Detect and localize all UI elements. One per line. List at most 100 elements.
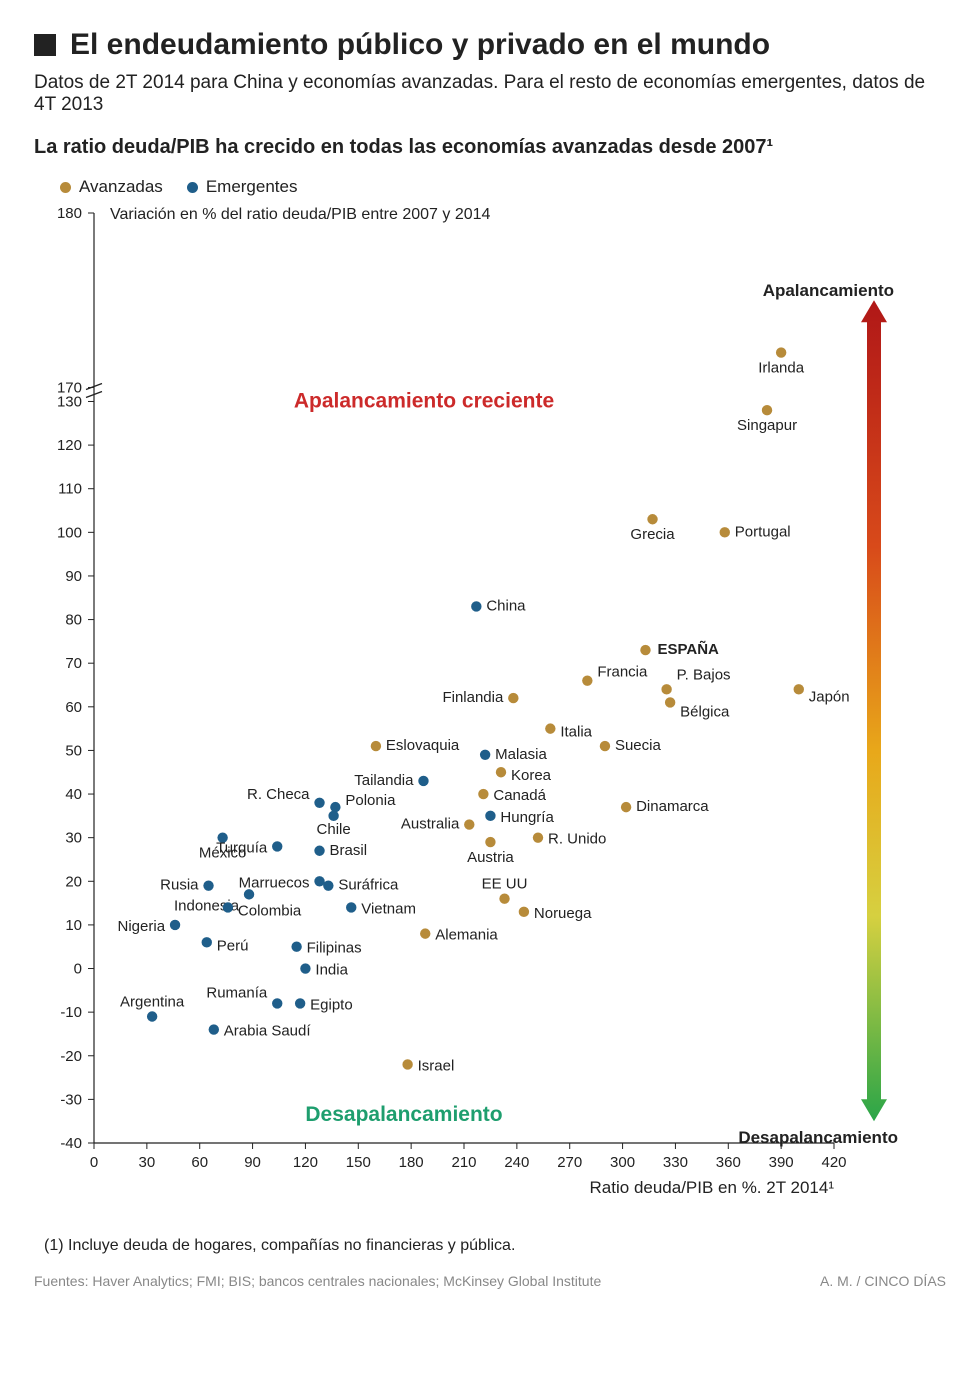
svg-text:10: 10 xyxy=(65,917,82,934)
svg-text:Bélgica: Bélgica xyxy=(680,703,730,720)
svg-text:Japón: Japón xyxy=(809,688,850,705)
svg-text:20: 20 xyxy=(65,873,82,890)
svg-text:Desapalancamiento: Desapalancamiento xyxy=(305,1103,502,1126)
svg-text:India: India xyxy=(315,962,348,979)
svg-text:Austria: Austria xyxy=(467,849,514,866)
scatter-chart: -40 -30 -20 -10 0 10 20 30 40 50 60 70 80 90 100 110 120… xyxy=(34,203,946,1223)
svg-text:Canadá: Canadá xyxy=(493,787,546,804)
svg-text:300: 300 xyxy=(610,1154,635,1171)
svg-text:70: 70 xyxy=(65,655,82,672)
svg-text:100: 100 xyxy=(57,524,82,541)
legend-emerging: Emergentes xyxy=(187,177,298,197)
sources-text: Fuentes: Haver Analytics; FMI; BIS; banc… xyxy=(34,1273,601,1289)
legend-dot-advanced-icon xyxy=(60,182,71,193)
svg-text:Arabia Saudí: Arabia Saudí xyxy=(224,1023,312,1040)
svg-text:210: 210 xyxy=(451,1154,476,1171)
svg-text:Israel: Israel xyxy=(418,1057,455,1074)
svg-text:330: 330 xyxy=(663,1154,688,1171)
svg-text:Nigeria: Nigeria xyxy=(118,918,166,935)
svg-text:Portugal: Portugal xyxy=(735,523,791,540)
svg-text:240: 240 xyxy=(504,1154,529,1171)
svg-text:-10: -10 xyxy=(60,1004,82,1021)
svg-text:180: 180 xyxy=(57,205,82,222)
svg-text:110: 110 xyxy=(58,481,82,498)
svg-text:-30: -30 xyxy=(60,1091,82,1108)
svg-text:EE UU: EE UU xyxy=(482,876,528,893)
svg-text:R. Checa: R. Checa xyxy=(247,786,310,803)
chart-svg: -40 -30 -20 -10 0 10 20 30 40 50 60 70 80 90 100 110 120… xyxy=(34,203,946,1223)
legend-emerging-label: Emergentes xyxy=(206,177,298,197)
svg-text:Turquía: Turquía xyxy=(216,839,268,856)
svg-text:90: 90 xyxy=(244,1154,261,1171)
svg-text:Korea: Korea xyxy=(511,767,552,784)
svg-text:30: 30 xyxy=(139,1154,156,1171)
svg-text:Finlandia: Finlandia xyxy=(442,689,504,706)
svg-text:-20: -20 xyxy=(60,1048,82,1065)
svg-text:Apalancamiento: Apalancamiento xyxy=(763,281,894,300)
svg-text:60: 60 xyxy=(191,1154,208,1171)
svg-text:Tailandia: Tailandia xyxy=(354,772,414,789)
svg-text:Rusia: Rusia xyxy=(160,877,199,894)
svg-text:Suráfrica: Suráfrica xyxy=(338,877,399,894)
svg-text:50: 50 xyxy=(65,742,82,759)
svg-text:Perú: Perú xyxy=(217,937,249,954)
svg-text:Suecia: Suecia xyxy=(615,737,662,754)
svg-text:Malasia: Malasia xyxy=(495,746,547,763)
svg-text:120: 120 xyxy=(293,1154,318,1171)
svg-text:Colombia: Colombia xyxy=(238,902,302,919)
svg-text:390: 390 xyxy=(769,1154,794,1171)
svg-text:170: 170 xyxy=(57,379,82,396)
svg-text:90: 90 xyxy=(65,568,82,585)
svg-text:Rumanía: Rumanía xyxy=(206,984,268,1001)
svg-text:40: 40 xyxy=(65,786,82,803)
svg-text:Hungría: Hungría xyxy=(500,809,554,826)
svg-text:Vietnam: Vietnam xyxy=(361,900,416,917)
footnote: (1) Incluye deuda de hogares, compañías … xyxy=(44,1237,946,1255)
svg-text:Francia: Francia xyxy=(597,664,648,681)
title-row: El endeudamiento público y privado en el… xyxy=(34,28,946,62)
svg-text:80: 80 xyxy=(65,612,82,629)
svg-text:360: 360 xyxy=(716,1154,741,1171)
svg-text:0: 0 xyxy=(74,961,82,978)
svg-text:Eslovaquia: Eslovaquia xyxy=(386,737,460,754)
svg-text:180: 180 xyxy=(399,1154,424,1171)
svg-text:Brasil: Brasil xyxy=(330,842,368,859)
page: El endeudamiento público y privado en el… xyxy=(0,0,980,1309)
svg-text:Desapalancamiento: Desapalancamiento xyxy=(738,1128,898,1147)
svg-text:0: 0 xyxy=(90,1154,98,1171)
svg-text:Alemania: Alemania xyxy=(435,927,498,944)
svg-text:Dinamarca: Dinamarca xyxy=(636,798,709,815)
svg-text:Irlanda: Irlanda xyxy=(758,360,805,377)
svg-text:120: 120 xyxy=(57,437,82,454)
svg-text:30: 30 xyxy=(65,830,82,847)
svg-text:Italia: Italia xyxy=(560,724,592,741)
svg-text:Grecia: Grecia xyxy=(630,526,675,543)
chart-title: El endeudamiento público y privado en el… xyxy=(70,28,770,62)
svg-text:Argentina: Argentina xyxy=(120,994,185,1011)
legend-dot-emerging-icon xyxy=(187,182,198,193)
svg-text:420: 420 xyxy=(821,1154,846,1171)
svg-text:ESPAÑA: ESPAÑA xyxy=(657,640,719,658)
legend: Avanzadas Emergentes xyxy=(60,177,946,197)
svg-text:Polonia: Polonia xyxy=(345,792,396,809)
legend-advanced-label: Avanzadas xyxy=(79,177,163,197)
svg-text:Filipinas: Filipinas xyxy=(307,940,362,957)
svg-text:Ratio deuda/PIB en %. 2T 2014¹: Ratio deuda/PIB en %. 2T 2014¹ xyxy=(590,1178,835,1197)
svg-text:Marruecos: Marruecos xyxy=(239,874,310,891)
chart-claim: La ratio deuda/PIB ha crecido en todas l… xyxy=(34,136,946,159)
svg-text:P. Bajos: P. Bajos xyxy=(677,666,731,683)
chart-subtitle: Datos de 2T 2014 para China y economías … xyxy=(34,72,946,116)
svg-text:China: China xyxy=(486,597,526,614)
svg-text:Variación en % del ratio deuda: Variación en % del ratio deuda/PIB entre… xyxy=(110,206,491,223)
svg-text:270: 270 xyxy=(557,1154,582,1171)
credit-text: A. M. / CINCO DÍAS xyxy=(820,1273,946,1289)
svg-text:150: 150 xyxy=(346,1154,371,1171)
svg-text:Egipto: Egipto xyxy=(310,996,353,1013)
svg-text:R. Unido: R. Unido xyxy=(548,831,606,848)
svg-text:Australia: Australia xyxy=(401,816,460,833)
svg-text:Apalancamiento creciente: Apalancamiento creciente xyxy=(294,389,554,412)
svg-text:-40: -40 xyxy=(60,1135,82,1152)
title-square-icon xyxy=(34,34,56,56)
svg-text:Noruega: Noruega xyxy=(534,905,592,922)
legend-advanced: Avanzadas xyxy=(60,177,163,197)
